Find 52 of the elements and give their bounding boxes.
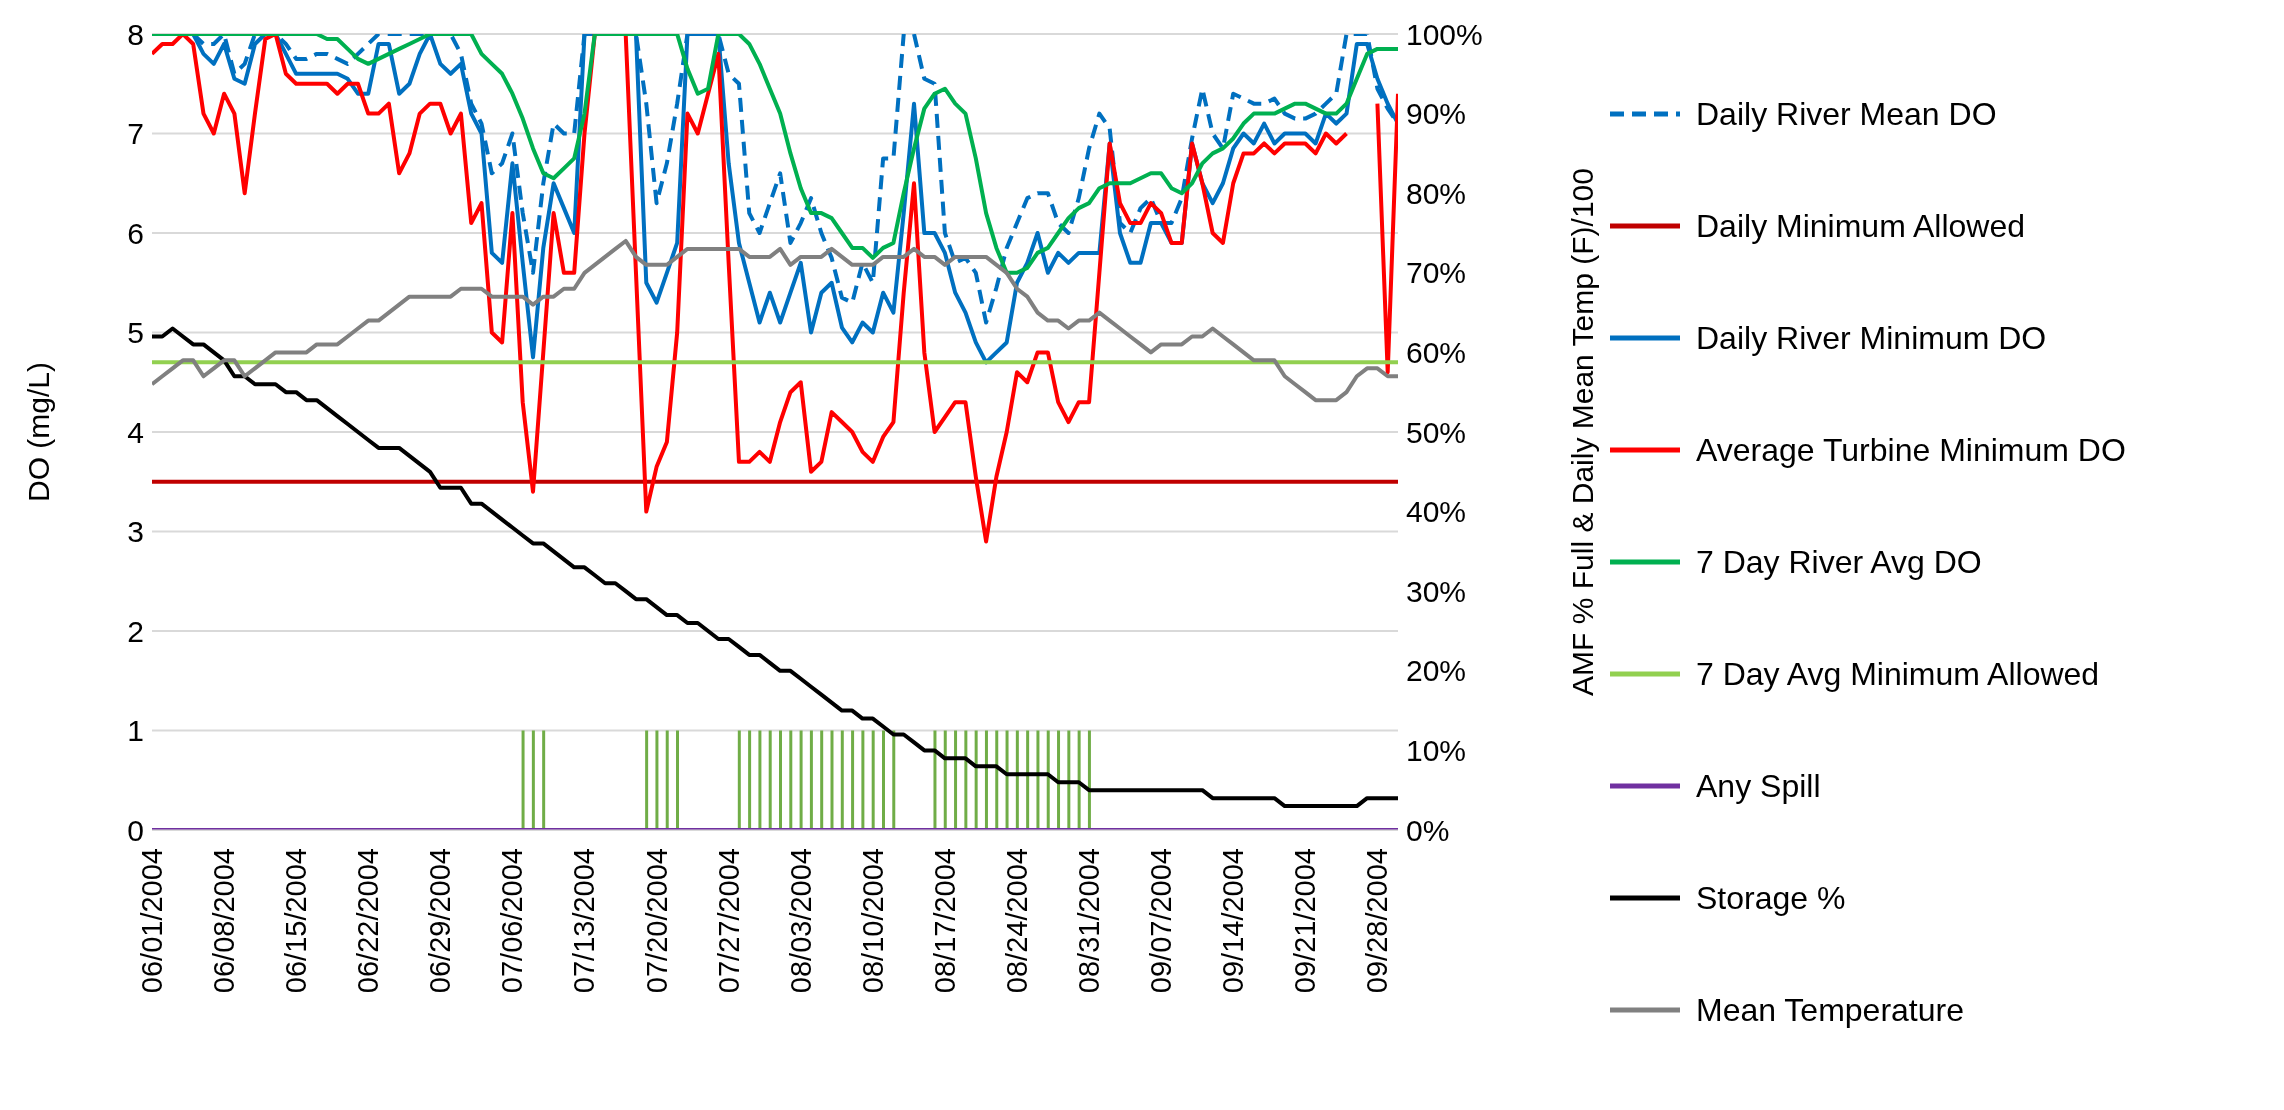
legend-label: Storage % xyxy=(1696,879,1846,917)
y2-tick-label: 10% xyxy=(1406,734,1467,768)
y-tick-label: 7 xyxy=(127,117,144,151)
y2-tick-label: 90% xyxy=(1406,97,1467,131)
x-tick-label: 06/15/2004 xyxy=(280,848,313,994)
legend-label: 7 Day River Avg DO xyxy=(1696,543,1982,581)
x-tick-label: 07/20/2004 xyxy=(640,848,673,994)
y-tick-label: 6 xyxy=(127,216,144,250)
y-tick-label: 4 xyxy=(127,415,144,449)
legend-label: 7 Day Avg Minimum Allowed xyxy=(1696,655,2100,693)
y-tick-label: 1 xyxy=(127,714,144,748)
y2-axis-title: AMF % Full & Daily Mean Temp (F)/100 xyxy=(1565,168,1599,696)
y2-tick-label: 40% xyxy=(1406,495,1467,529)
y-tick-label: 2 xyxy=(127,614,144,648)
legend-label: Any Spill xyxy=(1696,767,1821,805)
y-tick-label: 0 xyxy=(127,813,144,847)
x-tick-label: 08/03/2004 xyxy=(784,848,817,994)
y-tick-label: 8 xyxy=(127,17,144,51)
x-tick-label: 08/24/2004 xyxy=(1000,848,1033,994)
y-axis-title: DO (mg/L) xyxy=(21,361,55,503)
y-tick-label: 5 xyxy=(127,316,144,350)
line-series xyxy=(152,238,1398,403)
legend-label: Daily River Mean DO xyxy=(1696,95,1997,133)
x-tick-label: 07/13/2004 xyxy=(568,848,601,994)
x-tick-label: 09/28/2004 xyxy=(1361,848,1394,994)
x-tick-label: 07/06/2004 xyxy=(496,848,529,994)
x-tick-label: 08/10/2004 xyxy=(856,848,889,994)
x-tick-label: 06/08/2004 xyxy=(208,848,241,994)
x-tick-label: 09/14/2004 xyxy=(1217,848,1250,994)
x-tick-label: 07/27/2004 xyxy=(712,848,745,994)
x-tick-label: 06/29/2004 xyxy=(424,848,457,994)
line-series xyxy=(152,326,1398,809)
y2-tick-label: 0% xyxy=(1406,813,1450,847)
x-tick-label: 08/31/2004 xyxy=(1073,848,1106,994)
x-tick-label: 09/21/2004 xyxy=(1289,848,1322,994)
y-tick-label: 3 xyxy=(127,515,144,549)
y2-tick-label: 60% xyxy=(1406,336,1467,370)
legend-label: Daily River Minimum DO xyxy=(1696,319,2047,357)
x-tick-label: 06/22/2004 xyxy=(352,848,385,994)
y2-tick-label: 70% xyxy=(1406,256,1467,290)
legend-label: Average Turbine Minimum DO xyxy=(1696,431,2126,469)
legend-label: Mean Temperature xyxy=(1696,991,1964,1029)
legend-label: Daily Minimum Allowed xyxy=(1696,207,2025,245)
y2-tick-label: 50% xyxy=(1406,415,1467,449)
y2-tick-label: 20% xyxy=(1406,654,1467,688)
line-series xyxy=(152,34,1398,275)
x-tick-label: 08/17/2004 xyxy=(928,848,961,994)
x-tick-label: 09/07/2004 xyxy=(1145,848,1178,994)
y2-tick-label: 30% xyxy=(1406,574,1467,608)
y2-tick-label: 80% xyxy=(1406,176,1467,210)
y2-tick-label: 100% xyxy=(1406,17,1483,51)
x-tick-label: 06/01/2004 xyxy=(136,848,168,994)
